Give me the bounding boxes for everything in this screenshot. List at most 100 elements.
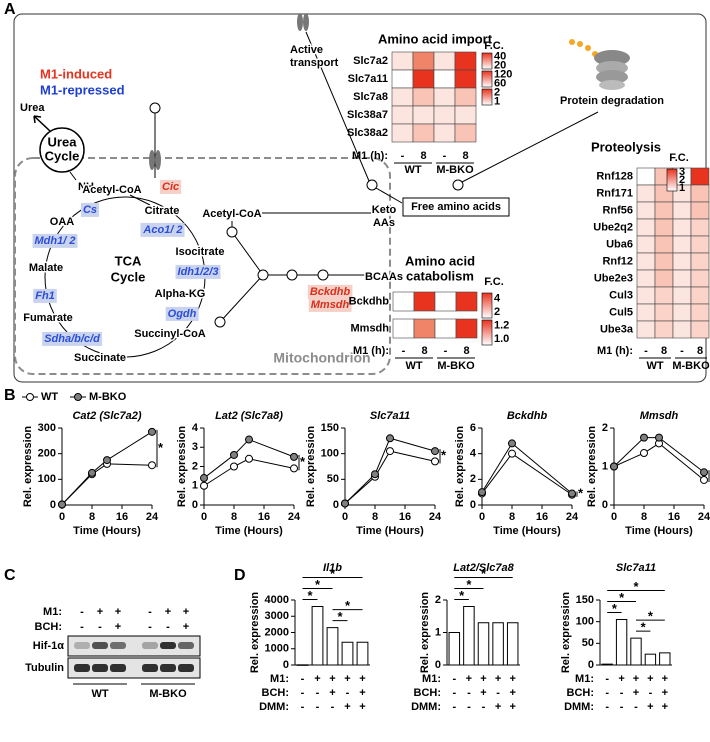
condition: 8 — [420, 150, 426, 162]
condition: + — [662, 673, 668, 685]
condition: + — [115, 606, 121, 618]
heat-cell — [654, 218, 674, 237]
data-point — [431, 457, 439, 466]
y-tick-label: 2 — [470, 473, 476, 485]
condition: - — [620, 701, 624, 713]
heat-cell — [433, 87, 456, 107]
y-tick-label: 2 — [192, 460, 198, 472]
scale-label: 120 — [494, 68, 512, 80]
condition: - — [605, 687, 609, 699]
scale-label: 1 — [679, 182, 685, 194]
heat-cell — [412, 69, 435, 89]
heat-cell — [690, 320, 710, 339]
x-tick-label: 16 — [536, 511, 548, 523]
heat-cell — [636, 320, 656, 339]
condition: + — [466, 673, 472, 685]
heat-cell — [690, 252, 710, 271]
condition-label: M1: — [575, 673, 594, 685]
diagram-label: NH₃ — [78, 181, 99, 193]
urea-arrow — [33, 115, 51, 132]
heat-cell — [391, 105, 414, 125]
heat-cell — [654, 269, 674, 288]
diagram-label: Acetyl-CoA — [202, 208, 261, 220]
bar — [506, 622, 519, 666]
significance-star: * — [345, 598, 351, 613]
heat-cell — [690, 235, 710, 254]
channel — [149, 150, 155, 170]
row-label: Ube3a — [600, 323, 634, 335]
heat-cell — [434, 291, 457, 312]
scale-label: 2 — [679, 174, 685, 186]
condition: 8 — [697, 345, 703, 357]
condition: 8 — [462, 150, 468, 162]
scale-bar — [666, 168, 678, 192]
panel-label: A — [4, 1, 16, 18]
data-point — [568, 489, 576, 498]
heat-cell — [412, 105, 435, 125]
y-tick-label: 150 — [576, 594, 594, 606]
y-tick-label: 300 — [38, 422, 56, 434]
diagram-label: Bckdhb — [310, 286, 351, 298]
chart-title: Slc7a11 — [616, 562, 656, 574]
scale-label: 2 — [494, 86, 500, 98]
y-tick-label: 3 — [192, 441, 198, 453]
x-tick-label: 16 — [116, 511, 128, 523]
heat-cell — [391, 69, 414, 89]
condition: + — [509, 687, 515, 699]
chart-title: Slc7a11 — [370, 410, 410, 422]
significance-star: * — [441, 448, 447, 463]
group-label: WT — [646, 360, 663, 372]
significance-star: * — [619, 590, 625, 605]
condition: + — [314, 673, 320, 685]
blot-frame — [67, 635, 201, 657]
heat-cell — [654, 303, 674, 322]
heat-cell — [636, 269, 656, 288]
scale-bar — [481, 88, 493, 106]
diagram-label: Active — [290, 44, 323, 56]
x-tick-label: 24 — [698, 511, 710, 523]
data-point — [640, 433, 648, 442]
heat-cell — [690, 184, 710, 203]
y-tick-label: 1 — [192, 480, 198, 492]
series-line — [613, 442, 705, 481]
condition-label: BCH: — [262, 687, 290, 699]
data-point — [508, 439, 516, 448]
significance-star: * — [158, 440, 164, 455]
legend-marker — [26, 393, 34, 401]
heat-cell — [391, 87, 414, 107]
row-label: Bckdhb — [349, 295, 390, 307]
blot-band — [74, 642, 90, 649]
gene-box — [140, 222, 185, 237]
proteasome-icon — [569, 39, 630, 90]
row-label: Cul5 — [609, 306, 633, 318]
condition: + — [647, 701, 653, 713]
row-label: Mmsdh — [351, 322, 390, 334]
diagram-label: Urea — [20, 102, 45, 114]
heat-cell — [672, 201, 692, 220]
heatmap-title: catabolism — [406, 268, 474, 283]
condition: - — [649, 687, 653, 699]
x-tick-label: 24 — [288, 511, 301, 523]
significance-star: * — [633, 579, 639, 594]
condition: + — [183, 606, 189, 618]
x-tick-label: 0 — [201, 511, 207, 523]
heat-cell — [672, 286, 692, 305]
condition-label: BCH: — [567, 687, 595, 699]
y-tick-label: 50 — [582, 637, 594, 649]
row-label: Rnf171 — [596, 187, 633, 199]
y-tick-label: 4000 — [265, 594, 289, 606]
heat-cell — [654, 252, 674, 271]
scale-title: F.C. — [484, 276, 504, 288]
condition: + — [115, 621, 121, 633]
condition: + — [662, 687, 668, 699]
x-tick-label: 24 — [146, 511, 159, 523]
channel — [297, 13, 303, 31]
band-label: Tubulin — [25, 662, 64, 674]
y-tick-label: 100 — [576, 616, 594, 628]
heat-cell — [690, 303, 710, 322]
condition: + — [329, 687, 335, 699]
blot-band — [92, 664, 108, 672]
data-point — [700, 468, 708, 477]
scale-label: 40 — [494, 50, 506, 62]
significance-star: * — [337, 609, 343, 624]
